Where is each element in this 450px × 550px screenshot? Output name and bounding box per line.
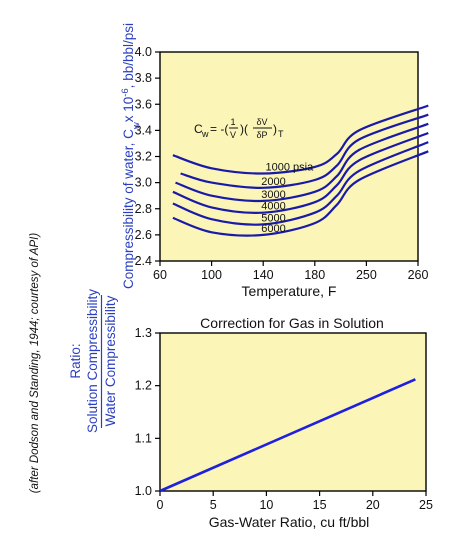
compressibility-chart: 2.4 2.6 2.8 3.0 3.2 3.4 3.6 3.8 4.0 60 100 140 180 2… — [120, 23, 429, 299]
top-x-tick-label: 140 — [253, 268, 274, 282]
top-y-tick-label: 3.6 — [135, 97, 152, 111]
top-curves — [172, 104, 429, 237]
bottom-y-tick-label: 1.2 — [135, 379, 152, 393]
top-plot-area — [159, 51, 419, 262]
bottom-x-tick-label: 25 — [419, 498, 433, 512]
ratio-numerator: Solution Compressibility — [85, 289, 100, 433]
formula-dp: δP — [256, 130, 267, 140]
top-y-tick-label: 3.8 — [135, 71, 152, 85]
top-x-tick-label: 260 — [408, 268, 429, 282]
y-title-sup: -6 — [120, 88, 131, 96]
ratio-label: Ratio: — [68, 343, 83, 378]
bottom-y-tick-labels: 1.0 1.1 1.2 1.3 — [135, 326, 160, 498]
top-x-tick-label: 100 — [201, 268, 222, 282]
formula-v: V — [230, 130, 236, 140]
top-x-tick-label: 250 — [356, 268, 377, 282]
top-x-tick-label: 180 — [304, 268, 325, 282]
y-title-main: Compressibility of water, C — [121, 129, 136, 289]
bottom-y-tick-label: 1.0 — [135, 484, 152, 498]
formula-mid: )( — [240, 122, 248, 136]
top-curve-1 — [172, 104, 429, 175]
compressibility-formula: C w = -( 1 V )( δV δP ) T — [194, 117, 284, 140]
y-title-units: , bb/bbl/psi — [121, 23, 136, 88]
top-curve-5 — [172, 141, 429, 226]
bottom-x-tick-label: 0 — [157, 498, 164, 512]
formula-t: T — [278, 129, 284, 139]
top-x-axis-title: Temperature, F — [242, 283, 337, 299]
top-curve-label: 4000 — [261, 201, 285, 213]
formula-c: C — [194, 122, 203, 136]
top-x-tick-label: 60 — [153, 268, 167, 282]
formula-one: 1 — [230, 117, 235, 127]
y-title-tail: x 10 — [121, 97, 136, 123]
top-curve-4 — [172, 131, 429, 214]
top-y-tick-label: 2.4 — [135, 254, 152, 268]
bottom-lines — [159, 378, 416, 493]
top-y-tick-label: 3.2 — [135, 150, 152, 164]
formula-dv: δV — [256, 117, 267, 127]
bottom-plot-area — [159, 332, 427, 492]
credit-text: (after Dodson and Standing, 1944; courte… — [29, 233, 41, 494]
top-y-axis-title: Compressibility of water, Cwx 10-6, bb/b… — [120, 23, 142, 289]
top-y-tick-label: 2.6 — [135, 228, 152, 242]
top-curve-label: 2000 — [261, 176, 285, 188]
top-y-tick-label: 4.0 — [135, 45, 152, 59]
top-curve-label: 1000 psia — [266, 161, 315, 173]
formula-end: ) — [273, 122, 277, 136]
bottom-y-tick-label: 1.1 — [135, 431, 152, 445]
bottom-x-tick-label: 5 — [210, 498, 217, 512]
y-title-sub: w — [131, 122, 142, 130]
bottom-x-tick-label: 10 — [259, 498, 273, 512]
top-y-tick-label: 2.8 — [135, 202, 152, 216]
bottom-chart-title: Correction for Gas in Solution — [200, 315, 384, 331]
top-curve-6 — [172, 150, 429, 237]
top-curve-3 — [175, 122, 429, 203]
top-y-tick-labels: 2.4 2.6 2.8 3.0 3.2 3.4 3.6 3.8 4.0 — [135, 45, 160, 268]
bottom-x-tick-labels: 0 5 10 15 20 25 — [157, 491, 433, 512]
top-x-tick-labels: 60 100 140 180 250 260 — [153, 261, 428, 282]
top-y-tick-label: 3.4 — [135, 123, 152, 137]
formula-eq: = -( — [210, 122, 228, 136]
bottom-y-tick-label: 1.3 — [135, 326, 152, 340]
bottom-series-line — [159, 378, 416, 493]
top-curve-label: 5000 — [261, 212, 285, 224]
bottom-x-tick-label: 15 — [313, 498, 327, 512]
ratio-denominator: Water Compressibility — [103, 295, 118, 426]
bottom-x-axis-title: Gas-Water Ratio, cu ft/bbl — [209, 514, 370, 530]
bottom-y-axis-title: Ratio: Solution Compressibility Water Co… — [68, 289, 118, 433]
top-y-tick-label: 3.0 — [135, 176, 152, 190]
top-curve-label: 6000 — [261, 223, 285, 235]
top-curve-label: 3000 — [261, 189, 285, 201]
bottom-x-tick-label: 20 — [366, 498, 380, 512]
top-curve-2 — [180, 113, 429, 189]
gas-correction-chart: Correction for Gas in Solution 1.0 1.1 1.2… — [68, 289, 433, 530]
formula-sub: w — [201, 129, 209, 139]
